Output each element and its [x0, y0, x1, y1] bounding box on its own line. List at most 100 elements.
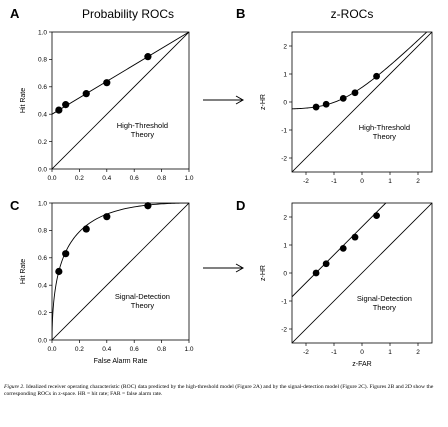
x-tick-label: 0.4 [102, 346, 111, 353]
x-axis-label: z-FAR [352, 361, 371, 368]
x-tick-label: 0.0 [47, 346, 56, 353]
y-axis-label: z-HR [260, 265, 267, 281]
y-axis-label: Hit Rate [20, 88, 27, 113]
x-tick-label: -2 [303, 178, 309, 185]
y-tick-label: 1 [283, 71, 287, 78]
y-tick-label: -1 [281, 298, 287, 305]
chance-diagonal-line [52, 32, 189, 169]
panel-letter-c: C [10, 198, 20, 213]
caption-text: Idealized receiver operating characteris… [4, 384, 434, 398]
data-point [82, 90, 90, 98]
arrow-c-to-d [203, 263, 245, 273]
x-tick-label: 1 [388, 178, 392, 185]
y-tick-label: 1 [283, 242, 287, 249]
panel-letter-d: D [236, 198, 245, 213]
y-tick-label: 1.0 [38, 200, 47, 207]
x-tick-label: 0.4 [102, 175, 111, 182]
data-point [62, 101, 70, 109]
y-tick-label: 0.4 [38, 112, 47, 119]
annotation-text: Theory [373, 132, 397, 141]
panel-a-probability-roc-high-threshold: 0.0 0.2 0.4 0.6 0.8 1.0 0.0 0.2 0.4 0.6 0.8 1.0 Hit … [20, 29, 194, 182]
x-tick-label: 0 [360, 178, 364, 185]
chance-diagonal-line [52, 203, 189, 340]
panel-letter-a: A [10, 6, 20, 21]
data-point [82, 225, 90, 233]
x-tick-label: 0.8 [157, 175, 166, 182]
data-point [351, 89, 359, 97]
caption-label: Figure 2. [4, 384, 25, 390]
data-point [351, 233, 359, 241]
x-tick-label: 0.6 [130, 175, 139, 182]
x-tick-label: -1 [331, 349, 337, 356]
y-tick-label: 0.2 [38, 139, 47, 146]
data-point [144, 202, 152, 210]
y-axis-label: Hit Rate [20, 259, 27, 284]
y-tick-label: -2 [281, 326, 287, 333]
fit-line [292, 203, 387, 298]
annotation-text: High-Threshold [359, 123, 410, 132]
y-tick-label: 0.0 [38, 337, 47, 344]
x-tick-label: 2 [416, 178, 420, 185]
data-point [322, 260, 330, 268]
y-tick-label: 2 [283, 214, 287, 221]
x-tick-label: -1 [331, 178, 337, 185]
x-tick-label: 1.0 [184, 175, 193, 182]
data-point [144, 53, 152, 61]
x-tick-label: 0.0 [47, 175, 56, 182]
data-point [312, 269, 320, 277]
data-point [103, 79, 111, 87]
data-point [322, 100, 330, 108]
data-point [312, 103, 320, 111]
data-point [55, 106, 63, 114]
data-point [339, 244, 347, 252]
fit-curve [52, 203, 189, 339]
chance-diagonal-line [292, 203, 432, 343]
x-tick-label: 2 [416, 349, 420, 356]
figure-caption: Figure 2. Idealized receiver operating c… [4, 384, 444, 399]
fit-line [52, 32, 189, 115]
x-tick-label: 0.2 [75, 175, 84, 182]
y-tick-label: 0.2 [38, 310, 47, 317]
x-tick-label: 1.0 [184, 346, 193, 353]
y-tick-label: 0.6 [38, 84, 47, 91]
x-tick-label: 1 [388, 349, 392, 356]
annotation-text: Signal-Detection [115, 292, 170, 301]
data-point [55, 267, 63, 276]
x-tick-label: 0.2 [75, 346, 84, 353]
plot-frame [51, 202, 190, 341]
y-tick-label: 0 [283, 270, 287, 277]
x-tick-label: 0.6 [130, 346, 139, 353]
x-tick-label: -2 [303, 349, 309, 356]
annotation-text: Signal-Detection [357, 294, 412, 303]
y-tick-label: 1.0 [38, 29, 47, 36]
annotation-text: High-Threshold [117, 121, 168, 130]
x-tick-label: 0 [360, 349, 364, 356]
panel-letter-b: B [236, 6, 245, 21]
arrow-a-to-b [203, 95, 245, 105]
data-point [373, 212, 380, 220]
annotation-text: Theory [131, 301, 155, 310]
x-axis-label: False Alarm Rate [94, 358, 148, 365]
x-tick-label: 0.8 [157, 346, 166, 353]
data-point [373, 72, 380, 80]
data-point [339, 94, 347, 102]
title-z-rocs: z-ROCs [331, 7, 374, 21]
data-point [62, 250, 70, 258]
data-point [103, 213, 111, 221]
y-axis-label: z-HR [260, 94, 267, 110]
panel-c-probability-roc-signal-detection: 0.0 0.2 0.4 0.6 0.8 1.0 0.0 0.2 0.4 0.6 0.8 1.0 Hit … [20, 200, 194, 365]
fit-curve [292, 32, 428, 110]
chance-diagonal-line [292, 32, 432, 172]
y-tick-label: 0.8 [38, 57, 47, 64]
title-probability-rocs: Probability ROCs [82, 7, 174, 21]
y-tick-label: 2 [283, 43, 287, 50]
annotation-text: Theory [373, 303, 397, 312]
y-tick-label: 0.6 [38, 255, 47, 262]
y-tick-label: 0 [283, 99, 287, 106]
y-tick-label: -2 [281, 155, 287, 162]
annotation-text: Theory [131, 130, 155, 139]
plot-frame [51, 31, 190, 170]
y-tick-label: 0.4 [38, 283, 47, 290]
